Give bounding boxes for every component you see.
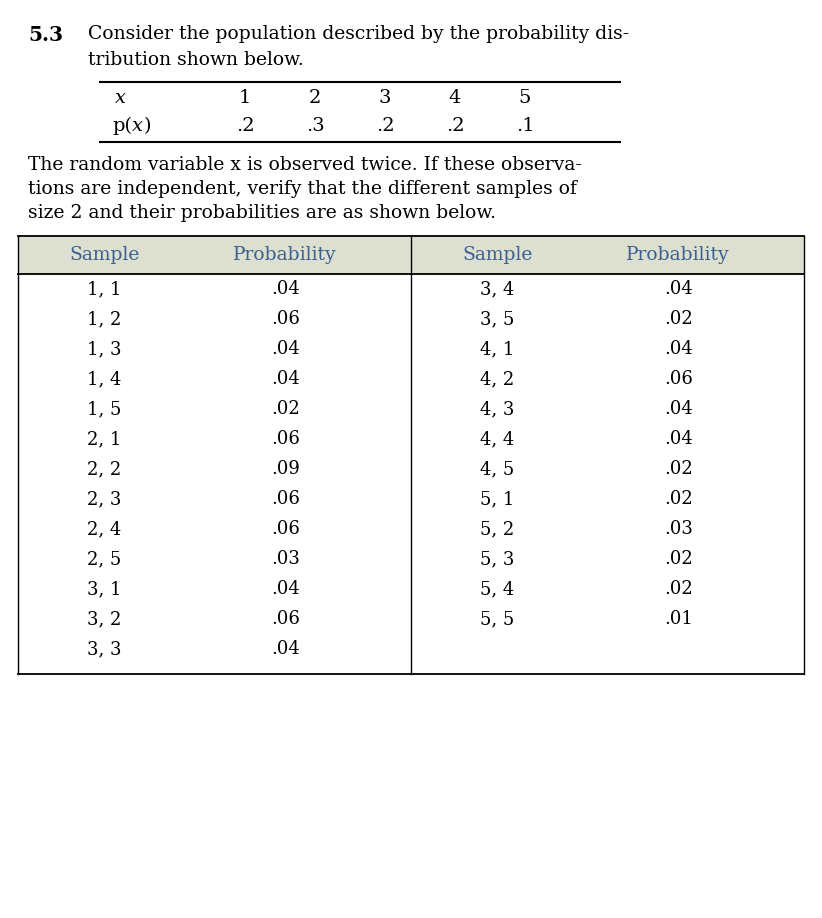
Text: size 2 and their probabilities are as shown below.: size 2 and their probabilities are as sh… (28, 204, 496, 222)
Text: .02: .02 (664, 460, 693, 478)
Text: The random variable x is observed twice. If these observa-: The random variable x is observed twice.… (28, 156, 582, 174)
Text: .03: .03 (664, 520, 693, 538)
Text: 2, 2: 2, 2 (87, 460, 122, 478)
Text: 5.3: 5.3 (28, 25, 63, 45)
Text: .06: .06 (270, 520, 300, 538)
Text: tions are independent, verify that the different samples of: tions are independent, verify that the d… (28, 180, 577, 198)
Text: 4, 1: 4, 1 (480, 340, 515, 358)
Text: .04: .04 (271, 640, 299, 658)
Text: 5, 4: 5, 4 (480, 580, 515, 598)
Text: 4, 4: 4, 4 (480, 430, 515, 448)
Text: .06: .06 (270, 430, 300, 448)
Text: 1, 2: 1, 2 (87, 310, 122, 328)
Text: Probability: Probability (233, 246, 337, 264)
Text: .04: .04 (664, 400, 693, 418)
Text: 4, 3: 4, 3 (480, 400, 515, 418)
Text: .03: .03 (270, 550, 300, 568)
Text: .04: .04 (271, 280, 299, 298)
Text: 5, 5: 5, 5 (480, 610, 515, 628)
Text: 1: 1 (239, 89, 252, 107)
Text: 4, 2: 4, 2 (480, 370, 515, 388)
Text: 3, 1: 3, 1 (87, 580, 122, 598)
Text: .04: .04 (664, 430, 693, 448)
Text: 3: 3 (379, 89, 391, 107)
Text: p(: p( (112, 117, 132, 135)
Text: .06: .06 (664, 370, 693, 388)
Text: 1, 3: 1, 3 (87, 340, 122, 358)
Text: Sample: Sample (462, 246, 533, 264)
Text: .04: .04 (664, 280, 693, 298)
Text: .2: .2 (236, 117, 254, 135)
Text: Consider the population described by the probability dis-: Consider the population described by the… (88, 25, 630, 43)
Text: 2, 1: 2, 1 (87, 430, 122, 448)
Text: Sample: Sample (69, 246, 140, 264)
Text: x: x (132, 117, 143, 135)
Text: 5, 3: 5, 3 (480, 550, 515, 568)
Text: .2: .2 (376, 117, 395, 135)
Text: .3: .3 (306, 117, 325, 135)
Text: 4: 4 (449, 89, 461, 107)
Text: ): ) (144, 117, 151, 135)
Bar (18, 236, 804, 274)
Text: .02: .02 (664, 550, 693, 568)
Text: 1, 4: 1, 4 (87, 370, 122, 388)
Text: 5: 5 (519, 89, 531, 107)
Text: 2, 5: 2, 5 (87, 550, 122, 568)
Text: 5, 1: 5, 1 (480, 490, 515, 508)
Text: 1, 5: 1, 5 (87, 400, 122, 418)
Text: .06: .06 (270, 610, 300, 628)
Text: .02: .02 (271, 400, 299, 418)
Text: 3, 2: 3, 2 (87, 610, 122, 628)
Text: x: x (115, 89, 126, 107)
Text: .2: .2 (446, 117, 464, 135)
Text: 2, 4: 2, 4 (87, 520, 122, 538)
Text: .1: .1 (515, 117, 534, 135)
Text: .09: .09 (270, 460, 300, 478)
Text: .01: .01 (664, 610, 693, 628)
Text: 1, 1: 1, 1 (87, 280, 122, 298)
Text: 2: 2 (309, 89, 321, 107)
Text: 4, 5: 4, 5 (480, 460, 515, 478)
Text: .04: .04 (271, 340, 299, 358)
Text: .02: .02 (664, 310, 693, 328)
Text: tribution shown below.: tribution shown below. (88, 51, 304, 69)
Text: 3, 5: 3, 5 (480, 310, 515, 328)
Text: .02: .02 (664, 490, 693, 508)
Text: 3, 4: 3, 4 (480, 280, 515, 298)
Text: Probability: Probability (626, 246, 730, 264)
Text: .04: .04 (271, 370, 299, 388)
Text: 2, 3: 2, 3 (87, 490, 122, 508)
Text: .04: .04 (664, 340, 693, 358)
Text: 5, 2: 5, 2 (480, 520, 515, 538)
Text: .06: .06 (270, 310, 300, 328)
Text: .02: .02 (664, 580, 693, 598)
Text: 3, 3: 3, 3 (87, 640, 122, 658)
Text: .06: .06 (270, 490, 300, 508)
Text: .04: .04 (271, 580, 299, 598)
